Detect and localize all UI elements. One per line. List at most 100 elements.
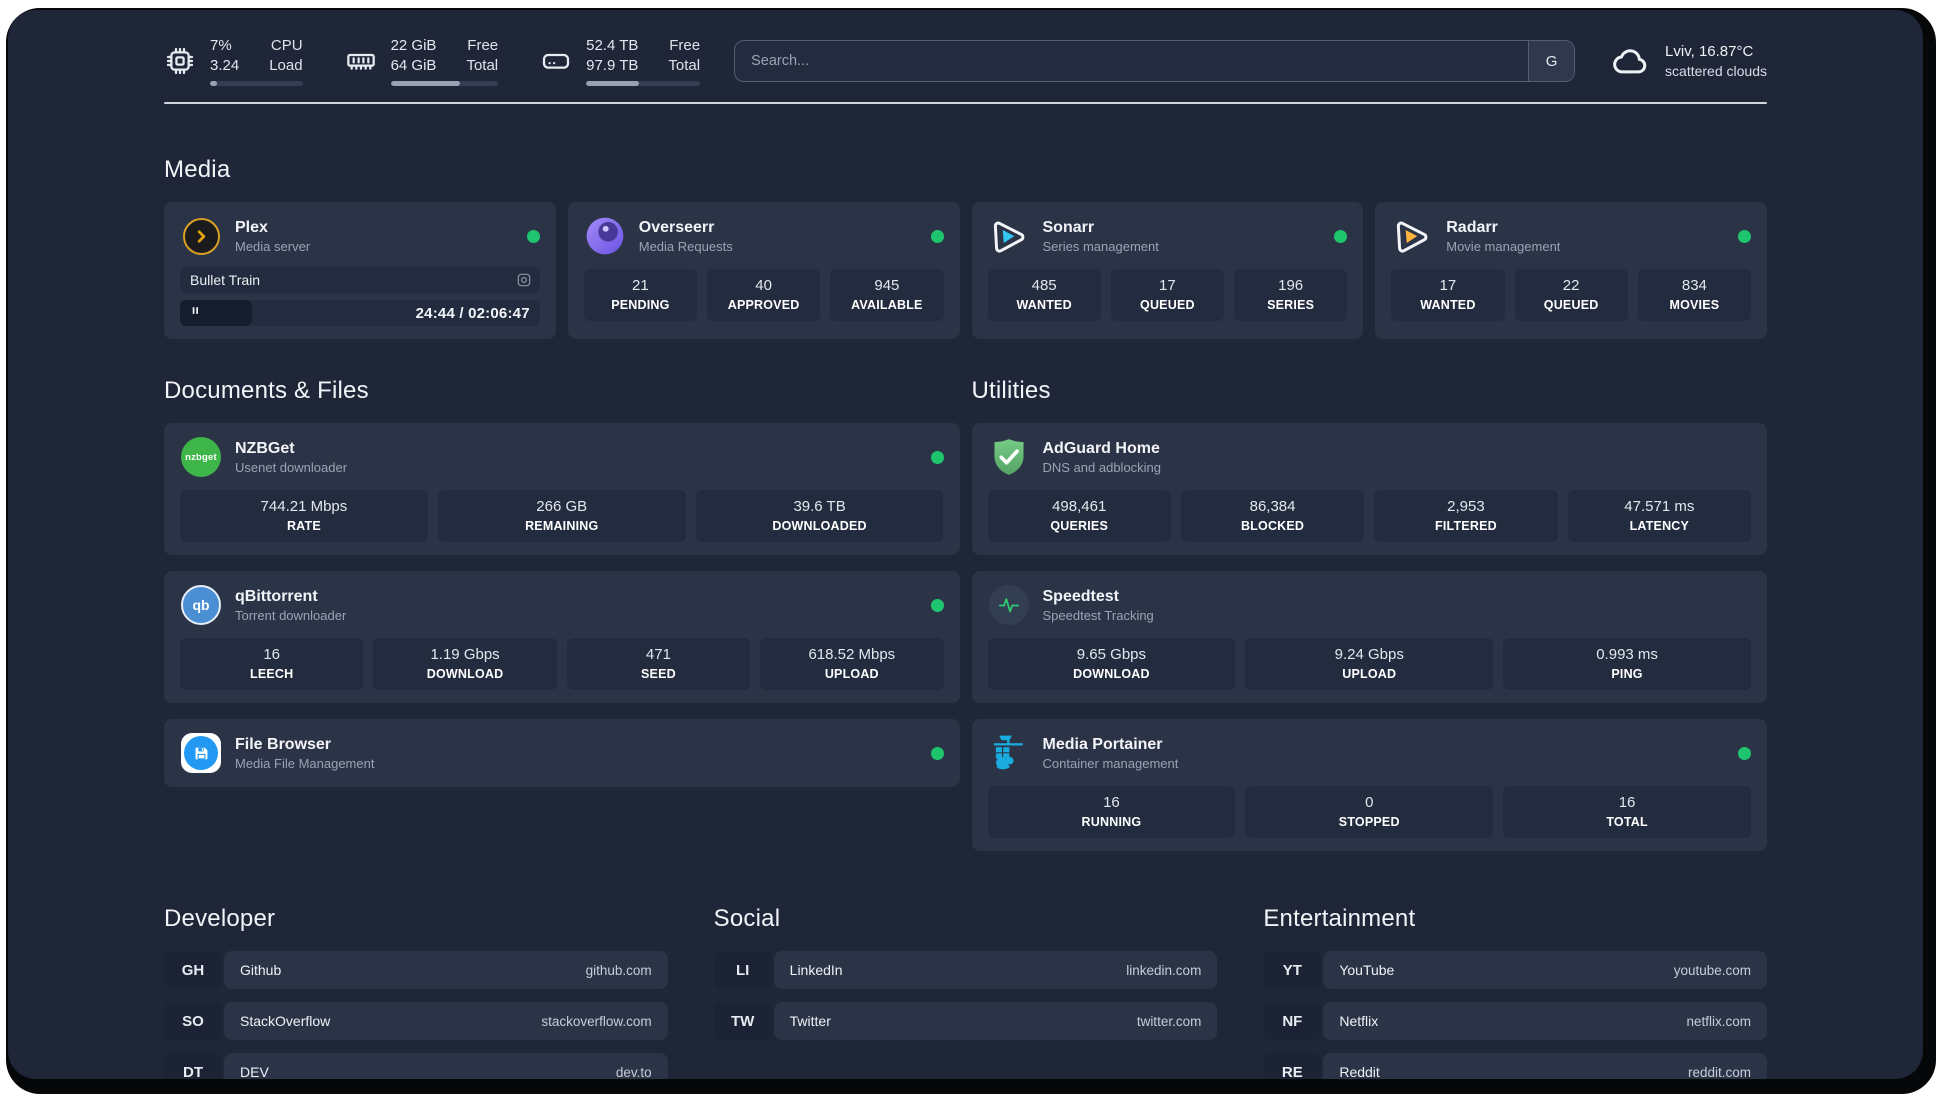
stat-tile-label: UPLOAD xyxy=(1342,667,1397,681)
stat-tile-total: 16 TOTAL xyxy=(1503,786,1751,838)
bookmark-url: stackoverflow.com xyxy=(541,1013,652,1029)
stat-tile-movies: 834 MOVIES xyxy=(1637,269,1751,321)
stat-tile-value: 196 xyxy=(1278,277,1304,294)
bookmark-netflix[interactable]: NF Netflix netflix.com xyxy=(1263,1002,1767,1040)
service-name: File Browser xyxy=(235,735,332,753)
weather-widget: Lviv, 16.87°C scattered clouds xyxy=(1611,41,1767,81)
stat-tile-value: 471 xyxy=(645,646,671,663)
stat-tile-download: 1.19 Gbps DOWNLOAD xyxy=(373,638,557,690)
service-description: Usenet downloader xyxy=(235,459,348,475)
system-stat-cpu: 7% 3.24 CPU Load xyxy=(164,36,303,86)
bookmark-url: github.com xyxy=(585,962,652,978)
bookmark-url: twitter.com xyxy=(1136,1013,1202,1029)
stat-tile-label: QUEUED xyxy=(1543,298,1599,312)
search-provider-button[interactable]: G xyxy=(1528,41,1575,81)
topbar-divider xyxy=(164,102,1767,104)
bookmark-dev[interactable]: DT DEV dev.to xyxy=(164,1053,668,1079)
bookmark-name: Github xyxy=(240,962,282,978)
service-description: Media server xyxy=(235,238,311,254)
section-bookmarks: Developer GH Github github.com SO StackOverfl… xyxy=(164,905,1767,1079)
stat-tile-value: 21 xyxy=(632,277,649,294)
stat-tile-value: 16 xyxy=(263,646,281,663)
service-card-adguard-home[interactable]: AdGuard Home DNS and adblocking 498,461 QUE… xyxy=(971,423,1767,555)
stat-value: 7% xyxy=(210,37,232,54)
service-name: AdGuard Home xyxy=(1042,439,1160,457)
stat-value: 64 GiB xyxy=(390,57,437,74)
bookmark-pill: Netflix netflix.com xyxy=(1323,1002,1767,1040)
playback-elapsed-segment xyxy=(180,300,252,326)
service-card-nzbget[interactable]: nzbget NZBGet Usenet downloader 744.21 Mbps… xyxy=(164,423,960,555)
now-playing-title: Bullet Train xyxy=(190,272,261,288)
bookmark-github[interactable]: GH Github github.com xyxy=(164,951,668,989)
stat-tile-downloaded: 39.6 TB DOWNLOADED xyxy=(695,490,944,542)
section-title-documents: Documents & Files xyxy=(164,377,369,404)
service-description: DNS and adblocking xyxy=(1042,459,1162,475)
stat-tile-value: 39.6 TB xyxy=(793,498,846,515)
stat-tile-available: 945 AVAILABLE xyxy=(830,269,944,321)
cloud-icon xyxy=(1611,41,1651,81)
filebrowser-icon xyxy=(180,732,222,774)
playback-progress-bar: 24:44 / 02:06:47 xyxy=(180,300,540,326)
stat-tile-value: 86,384 xyxy=(1249,498,1296,515)
service-card-sonarr[interactable]: Sonarr Series management 485 WANTED 17 QUEUED… xyxy=(971,202,1364,339)
stat-tile-stopped: 0 STOPPED xyxy=(1245,786,1494,838)
service-name: Overseerr xyxy=(638,218,715,236)
stat-value: 3.24 xyxy=(210,57,240,74)
bookmark-abbr: RE xyxy=(1263,1053,1322,1079)
stat-tile-value: 40 xyxy=(755,277,772,294)
stat-tile-label: RATE xyxy=(286,519,321,533)
section-media: Media Plex Media server Bullet Train 24:44 /… xyxy=(164,156,1767,339)
section-documents-files: Documents & Files nzbget NZBGet Usenet down… xyxy=(164,377,960,851)
section-middle: Documents & Files nzbget NZBGet Usenet down… xyxy=(164,377,1767,851)
bookmark-twitter[interactable]: TW Twitter twitter.com xyxy=(713,1002,1218,1040)
service-card-overseerr[interactable]: Overseerr Media Requests 21 PENDING 40 APPROV… xyxy=(567,202,960,339)
stat-tile-value: 485 xyxy=(1031,277,1057,294)
stat-tile-label: DOWNLOADED xyxy=(772,519,867,533)
playback-time: 24:44 / 02:06:47 xyxy=(415,304,530,322)
bookmark-abbr: DT xyxy=(164,1053,222,1079)
stat-tile-label: APPROVED xyxy=(727,298,800,312)
stat-tile-ping: 0.993 ms PING xyxy=(1503,638,1751,690)
stat-tile-value: 0 xyxy=(1365,794,1374,811)
search-bar: G xyxy=(734,40,1576,82)
stat-tile-label: AVAILABLE xyxy=(851,298,923,312)
stat-tile-value: 2,953 xyxy=(1447,498,1485,515)
bookmark-pill: LinkedIn linkedin.com xyxy=(773,951,1218,989)
stat-tile-label: DOWNLOAD xyxy=(426,667,504,681)
top-bar: 7% 3.24 CPU Load 22 GiB 64 GiB Free Total 52.4 T… xyxy=(164,36,1767,86)
service-card-qbittorrent[interactable]: qb qBittorrent Torrent downloader 16 LEECH 1.… xyxy=(164,571,960,703)
service-card-radarr[interactable]: Radarr Movie management 17 WANTED 22 QUEUED 83… xyxy=(1375,202,1767,339)
usage-progress-fill xyxy=(586,81,639,86)
service-card-speedtest[interactable]: Speedtest Speedtest Tracking 9.65 Gbps DOWN… xyxy=(971,571,1767,703)
bookmark-linkedin[interactable]: LI LinkedIn linkedin.com xyxy=(713,951,1218,989)
usage-progress-fill xyxy=(210,81,218,86)
stat-tile-leech: 16 LEECH xyxy=(180,638,364,690)
stat-tile-label: SEED xyxy=(641,667,676,681)
bookmark-url: youtube.com xyxy=(1673,962,1751,978)
sonarr-icon xyxy=(988,215,1030,257)
bookmark-abbr: LI xyxy=(713,951,772,989)
search-input[interactable] xyxy=(735,41,1529,81)
dashboard-content: 7% 3.24 CPU Load 22 GiB 64 GiB Free Total 52.4 T… xyxy=(8,10,1923,1079)
bookmark-reddit[interactable]: RE Reddit reddit.com xyxy=(1263,1053,1767,1079)
usage-progress-bar xyxy=(210,81,303,86)
service-name: Plex xyxy=(235,218,268,236)
overseerr-icon xyxy=(584,215,626,257)
bookmark-youtube[interactable]: YT YouTube youtube.com xyxy=(1263,951,1767,989)
speedtest-icon xyxy=(988,584,1030,626)
bookmark-abbr: GH xyxy=(164,951,222,989)
stat-tile-value: 618.52 Mbps xyxy=(808,646,896,663)
service-card-media-portainer[interactable]: Media Portainer Container management 16 RUN… xyxy=(971,719,1767,851)
bookmark-name: LinkedIn xyxy=(789,962,843,978)
stat-tile-value: 1.19 Gbps xyxy=(430,646,500,663)
stat-tile-label: STOPPED xyxy=(1338,815,1400,829)
service-card-plex[interactable]: Plex Media server Bullet Train 24:44 / 02:0… xyxy=(164,202,556,339)
adguard-icon xyxy=(988,436,1030,478)
stat-label: Free xyxy=(467,37,499,54)
bookmark-stackoverflow[interactable]: SO StackOverflow stackoverflow.com xyxy=(164,1002,668,1040)
status-online-dot xyxy=(930,229,944,243)
service-card-file-browser[interactable]: File Browser Media File Management xyxy=(164,719,960,787)
stat-tile-series: 196 SERIES xyxy=(1234,269,1348,321)
system-stat-ram: 22 GiB 64 GiB Free Total xyxy=(345,36,499,86)
bookmark-name: Twitter xyxy=(789,1013,831,1029)
